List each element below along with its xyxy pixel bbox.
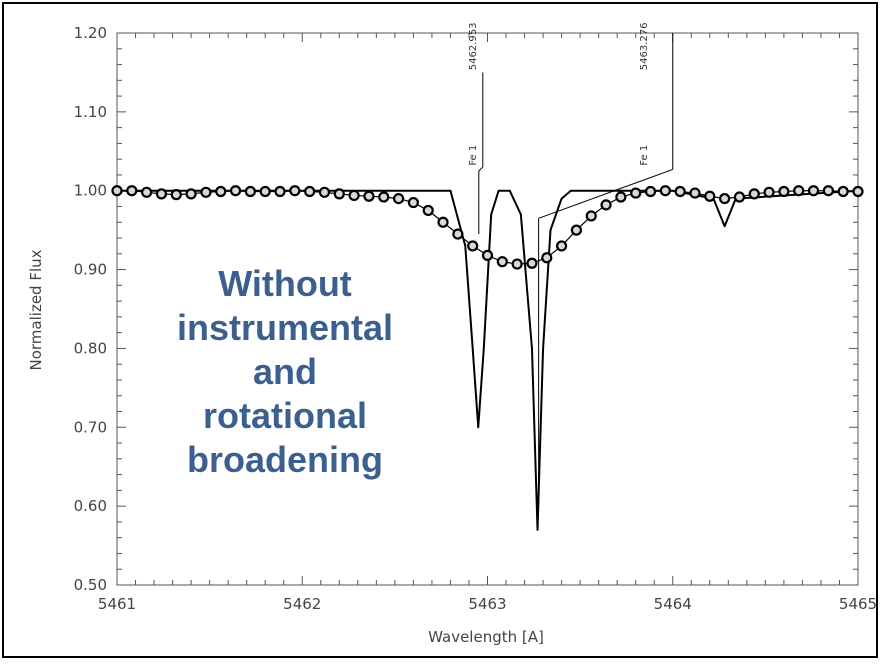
annotation-line: and	[252, 351, 317, 392]
data-point	[585, 210, 597, 222]
y-tick-label: 0.90	[74, 261, 107, 279]
data-point	[793, 185, 805, 197]
data-point	[289, 185, 301, 197]
line-wavelength-label: 5462.953	[468, 23, 479, 71]
data-point	[229, 185, 242, 197]
line-element-label: Fe 1	[639, 145, 650, 166]
data-point	[511, 258, 523, 270]
x-tick-label: 5463	[468, 595, 506, 613]
data-point	[807, 185, 820, 197]
annotation-text: Without instrumental and rotational broa…	[140, 262, 430, 482]
data-point	[348, 189, 360, 202]
data-point	[600, 199, 612, 211]
data-point	[555, 240, 568, 252]
data-point	[452, 228, 464, 240]
y-tick-label: 1.00	[74, 182, 107, 200]
data-point	[526, 257, 538, 269]
data-point	[141, 186, 153, 198]
data-point	[481, 249, 494, 261]
data-point	[852, 185, 864, 198]
data-point	[496, 256, 508, 268]
data-point	[392, 193, 405, 205]
series	[111, 185, 864, 531]
data-point	[170, 189, 182, 201]
y-tick-label: 0.50	[74, 576, 107, 594]
data-point	[467, 240, 479, 252]
data-point	[704, 190, 716, 202]
data-point	[541, 252, 553, 264]
data-point	[363, 190, 375, 202]
data-point	[674, 185, 686, 198]
spectrum-line-unbroadened	[117, 189, 859, 531]
x-tick-label: 5461	[98, 595, 136, 613]
axes: 5461 5462 5463 5464 5465 0.50 0.60 0.70 0.80 0.90…	[74, 24, 878, 613]
x-tick-label: 5465	[839, 595, 877, 613]
data-point	[407, 196, 419, 209]
data-point	[185, 188, 197, 200]
line-element-label: Fe 1	[468, 145, 479, 166]
y-tick-label: 1.10	[74, 103, 107, 121]
figure-frame	[2, 2, 878, 658]
data-point	[570, 224, 583, 236]
x-axis-title: Wavelength [A]	[428, 628, 544, 646]
y-tick-label: 0.70	[74, 418, 107, 436]
data-point	[333, 188, 345, 200]
data-point	[630, 187, 642, 199]
data-point	[422, 204, 434, 217]
data-point	[615, 191, 627, 203]
data-point	[126, 185, 138, 197]
data-point	[244, 185, 256, 198]
data-point	[748, 188, 760, 200]
y-axis-title: Normalized Flux	[27, 249, 45, 370]
data-point	[437, 216, 449, 228]
annotation-line: rotational	[202, 395, 367, 436]
data-point	[733, 191, 746, 203]
annotation-line: instrumental	[176, 307, 394, 348]
data-point	[274, 185, 286, 198]
x-tick-label: 5462	[283, 595, 321, 613]
line-marker	[478, 166, 484, 172]
data-point	[719, 193, 731, 205]
data-point	[644, 185, 657, 198]
annotation-line: broadening	[187, 439, 383, 480]
x-tick-label: 5464	[654, 595, 692, 613]
data-point	[318, 186, 331, 198]
data-point	[763, 186, 775, 198]
line-wavelength-label: 5463.276	[639, 23, 650, 71]
data-point	[837, 185, 849, 198]
line-markers: 5462.953 Fe 1 5463.276 Fe 1	[468, 23, 674, 507]
data-point	[822, 185, 834, 197]
y-tick-label: 0.80	[74, 339, 107, 357]
data-point	[378, 191, 390, 203]
data-point	[215, 185, 227, 198]
data-point	[689, 187, 701, 199]
data-point	[155, 188, 168, 200]
annotation-line: Without	[218, 263, 352, 304]
data-point	[200, 186, 212, 198]
y-tick-label: 0.60	[74, 497, 107, 515]
y-tick-label: 1.20	[74, 24, 107, 42]
data-point	[259, 185, 271, 198]
data-point	[659, 185, 671, 197]
data-point	[304, 185, 316, 198]
line-marker	[538, 168, 673, 219]
data-point	[778, 185, 790, 198]
data-point	[111, 185, 123, 197]
